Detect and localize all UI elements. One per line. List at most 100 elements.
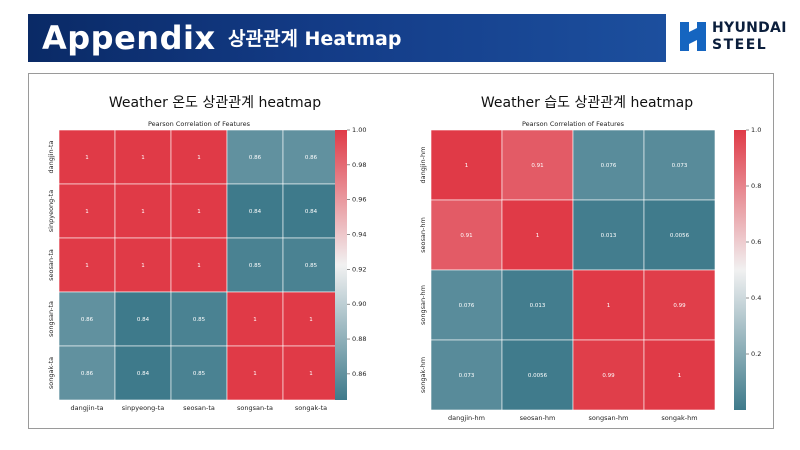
colorbar-tick-label: 0.2 (751, 350, 761, 358)
header-banner: Appendix 상관관계 Heatmap (28, 14, 666, 62)
logo-h-icon (680, 22, 706, 51)
heatmap-cell-label: 0.073 (672, 163, 688, 169)
colorbar (335, 130, 347, 400)
heatmap-cell-label: 1 (607, 303, 611, 309)
heatmap-cell (226, 345, 284, 401)
heatmap-cell (501, 199, 574, 271)
row-tick-label: dangjin-hm (419, 147, 427, 184)
heatmap-humidity: Pearson Correlation of Features 1 0.91 0.07… (419, 120, 761, 422)
page-subtitle: 상관관계 Heatmap (228, 28, 402, 50)
heatmap-cell-label: 0.84 (249, 209, 262, 215)
heatmap-cell (643, 339, 716, 411)
column-tick-label: songsan-hm (589, 414, 629, 422)
colorbar-tick-label: 1.00 (352, 126, 366, 134)
heatmap-cell-label: 0.076 (459, 303, 475, 309)
colorbar-tick-label: 0.4 (751, 294, 761, 302)
heatmap-cell-label: 1 (309, 371, 313, 377)
heatmap-cell (430, 339, 503, 411)
heatmap-cell-label: 0.073 (459, 373, 475, 379)
heatmap-cell (282, 129, 340, 185)
column-tick-label: seosan-hm (520, 414, 556, 422)
heatmap-cell-label: 0.013 (601, 233, 617, 239)
column-tick-label: dangjin-hm (448, 414, 485, 422)
heatmap-temperature: Pearson Correlation of Features 1 1 1 0.86 0.… (47, 120, 366, 412)
column-tick-label: sinpyeong-ta (122, 404, 164, 412)
heatmap-cell-label: 0.076 (601, 163, 617, 169)
heatmap-cell-label: 0.85 (193, 371, 206, 377)
heatmap-cell (572, 269, 645, 341)
heatmap-cell-label: 1 (309, 317, 313, 323)
colorbar-tick-label: 0.86 (352, 370, 366, 378)
column-tick-label: songak-ta (295, 404, 327, 412)
colorbar-tick-label: 0.94 (352, 231, 366, 239)
row-tick-label: seosan-ta (47, 249, 55, 281)
heatmap-cell-label: 0.84 (305, 209, 318, 215)
heatmap-cell (226, 183, 284, 239)
heatmap-cell-label: 0.84 (137, 317, 150, 323)
heatmap-cell (643, 129, 716, 201)
chart-heading-temperature: Weather 온도 상관관계 heatmap (108, 95, 322, 111)
heatmap-cell-label: 0.84 (137, 371, 150, 377)
heatmap-cell (58, 237, 116, 293)
heatmap-cell-label: 0.91 (531, 163, 543, 169)
row-tick-label: sinpyeong-ta (47, 190, 55, 232)
colorbar-tick-label: 0.96 (352, 196, 366, 204)
heatmap-cell-label: 0.99 (673, 303, 686, 309)
heatmap-cell-label: 1 (197, 155, 201, 161)
column-tick-label: songak-hm (661, 414, 697, 422)
heatmap-cell (58, 291, 116, 347)
row-tick-label: songak-hm (419, 357, 427, 393)
heatmap-cell-label: 1 (85, 155, 89, 161)
heatmap-cell-label: 1 (678, 373, 682, 379)
colorbar-tick-label: 0.98 (352, 161, 366, 169)
heatmap-cell-label: 0.85 (193, 317, 206, 323)
colorbar-tick-label: 0.8 (751, 182, 761, 190)
heatmap-cell-label: 0.85 (305, 263, 318, 269)
heatmap-cell-label: 1 (253, 317, 257, 323)
heatmap-cell-label: 1 (85, 209, 89, 215)
heatmap-title: Pearson Correlation of Features (148, 120, 251, 128)
heatmap-cell (58, 345, 116, 401)
company-logo: HYUNDAI STEEL (678, 20, 788, 56)
heatmap-cell-label: 1 (197, 209, 201, 215)
heatmap-cell-label: 0.85 (249, 263, 262, 269)
heatmap-cell (643, 269, 716, 341)
heatmap-cell (170, 237, 228, 293)
row-tick-label: seosan-hm (419, 217, 427, 253)
row-tick-label: songak-ta (47, 357, 55, 389)
heatmap-cell-label: 0.0056 (528, 373, 548, 379)
heatmap-cell-label: 1 (253, 371, 257, 377)
heatmap-cell-label: 1 (141, 263, 145, 269)
page-title: Appendix (42, 19, 216, 57)
column-tick-label: seosan-ta (183, 404, 215, 412)
heatmap-cell (501, 339, 574, 411)
colorbar-tick-label: 1.0 (751, 126, 761, 134)
heatmap-cell-label: 1 (141, 209, 145, 215)
heatmap-cell (282, 291, 340, 347)
heatmap-cell (501, 129, 574, 201)
heatmap-cell (226, 237, 284, 293)
heatmap-cell-label: 1 (536, 233, 540, 239)
heatmap-cell-label: 0.0056 (670, 233, 690, 239)
chart-heading-humidity: Weather 습도 상관관계 heatmap (480, 95, 694, 111)
heatmap-cell (226, 291, 284, 347)
heatmap-cell (572, 339, 645, 411)
heatmap-cell-label: 0.013 (530, 303, 546, 309)
heatmap-cell (58, 129, 116, 185)
heatmap-title: Pearson Correlation of Features (522, 120, 625, 128)
heatmap-cell-label: 0.91 (460, 233, 472, 239)
heatmap-cell-label: 0.86 (249, 155, 262, 161)
colorbar-tick-label: 0.88 (352, 335, 366, 343)
heatmap-cell (430, 199, 503, 271)
heatmap-cell (170, 345, 228, 401)
heatmap-cell-label: 1 (85, 263, 89, 269)
row-tick-label: songsan-ta (47, 301, 55, 337)
heatmap-cell-label: 0.86 (81, 317, 94, 323)
heatmap-cell (170, 291, 228, 347)
colorbar (734, 130, 746, 410)
row-tick-label: dangjin-ta (47, 141, 55, 174)
heatmap-cell (114, 345, 172, 401)
column-tick-label: songsan-ta (237, 404, 273, 412)
heatmap-cell-label: 1 (197, 263, 201, 269)
heatmap-cell-label: 1 (465, 163, 469, 169)
